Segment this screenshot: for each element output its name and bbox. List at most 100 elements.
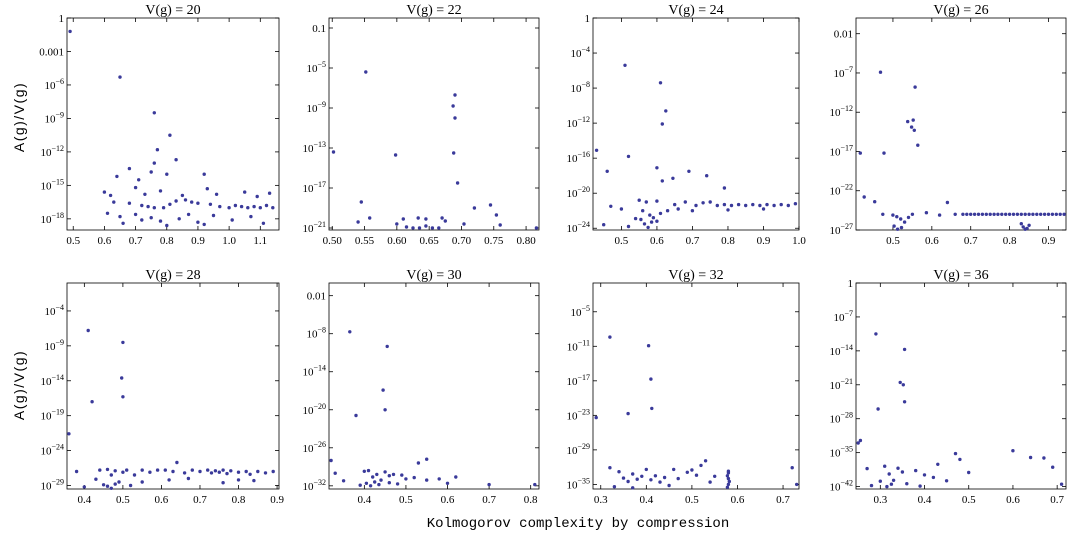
data-point <box>256 469 260 474</box>
data-point <box>109 486 114 490</box>
plot-frame <box>592 282 800 490</box>
data-point <box>631 472 635 476</box>
data-point <box>118 214 122 219</box>
data-point <box>127 166 132 171</box>
data-point <box>494 213 499 217</box>
data-point <box>882 151 886 155</box>
data-point <box>779 202 783 207</box>
data-point <box>356 220 360 224</box>
data-point <box>132 473 137 477</box>
x-tick-label: 0.6 <box>650 235 664 247</box>
panel-title: V(g) = 22 <box>406 3 461 18</box>
data-point <box>411 226 415 230</box>
data-point <box>140 468 144 472</box>
y-tick-label: 10−6 <box>44 77 64 92</box>
data-point <box>895 227 900 231</box>
data-point <box>67 432 71 436</box>
data-point <box>387 474 391 478</box>
x-tick-label: 0.70 <box>452 235 472 247</box>
data-point <box>498 223 502 227</box>
data-point <box>252 204 256 209</box>
data-point <box>694 473 699 477</box>
data-point <box>105 211 110 215</box>
data-point <box>401 217 405 221</box>
panel-title: V(g) = 36 <box>933 268 988 283</box>
x-axis-label: Kolmogorov complexity by compression <box>427 516 729 532</box>
data-point <box>902 220 907 224</box>
x-tick-label: 0.9 <box>757 235 771 247</box>
data-point <box>909 125 914 129</box>
panel-title: V(g) = 28 <box>145 268 200 283</box>
data-point <box>218 204 222 209</box>
data-point <box>118 75 122 79</box>
y-tick-label: 10−14 <box>829 343 853 358</box>
data-point <box>899 225 904 230</box>
data-point <box>383 408 387 412</box>
y-tick-label: 10−17 <box>302 180 326 195</box>
y-tick-label: 10−14 <box>40 373 64 388</box>
y-tick-label: 10−15 <box>40 177 64 192</box>
data-point <box>725 474 730 478</box>
data-point <box>1042 212 1047 216</box>
data-point <box>368 484 373 488</box>
data-point <box>125 468 129 472</box>
data-point <box>1062 212 1066 216</box>
x-tick-label: 0.7 <box>686 235 700 247</box>
data-point <box>953 212 957 216</box>
data-point <box>117 480 121 484</box>
data-point <box>646 225 650 230</box>
data-point <box>676 476 680 481</box>
data-point <box>82 485 87 489</box>
data-point <box>213 469 218 473</box>
data-point <box>913 85 917 89</box>
plot-frame <box>592 17 800 231</box>
data-point <box>967 470 971 475</box>
data-point <box>174 199 178 203</box>
data-point <box>912 128 916 132</box>
y-tick-label: 10−20 <box>566 185 590 200</box>
data-point <box>140 203 144 208</box>
x-tick-label: 0.7 <box>776 494 790 506</box>
data-point <box>133 185 138 190</box>
data-point <box>425 457 429 461</box>
x-tick-label: 0.4 <box>357 494 371 506</box>
data-point <box>905 482 909 486</box>
data-point <box>462 222 466 226</box>
data-point <box>667 483 671 488</box>
data-point <box>891 478 896 482</box>
data-point <box>121 395 125 399</box>
data-point <box>658 480 662 484</box>
x-tick-label: 0.8 <box>232 494 246 506</box>
data-point <box>649 478 653 482</box>
data-point <box>900 470 905 474</box>
data-point <box>261 221 266 225</box>
x-tick-label: 1.0 <box>222 235 236 247</box>
data-point <box>249 214 253 219</box>
data-point <box>152 111 156 115</box>
data-point <box>453 116 457 120</box>
data-point <box>155 148 160 152</box>
data-point <box>703 459 708 463</box>
data-point <box>786 203 790 208</box>
data-point <box>1019 212 1023 216</box>
y-tick-label: 10−9 <box>306 100 326 115</box>
data-point <box>758 203 762 208</box>
data-point <box>149 170 153 174</box>
data-point <box>744 203 748 208</box>
data-point <box>653 474 658 478</box>
data-point <box>381 388 385 392</box>
data-point <box>417 226 422 230</box>
panel-title: V(g) = 26 <box>933 3 988 18</box>
panel-5: V(g) = 28 0.4 0.5 0.6 0.7 0.8 0.9 10−29 10−24 10−… <box>40 268 284 506</box>
data-point <box>152 161 156 165</box>
data-point <box>690 468 694 472</box>
y-tick-label: 10−27 <box>829 222 853 237</box>
data-point <box>1039 212 1043 216</box>
data-point <box>137 178 141 182</box>
data-point <box>333 471 337 475</box>
data-point <box>348 330 352 334</box>
x-tick-label: 0.8 <box>721 235 735 247</box>
data-point <box>165 172 169 176</box>
data-point <box>602 223 606 227</box>
